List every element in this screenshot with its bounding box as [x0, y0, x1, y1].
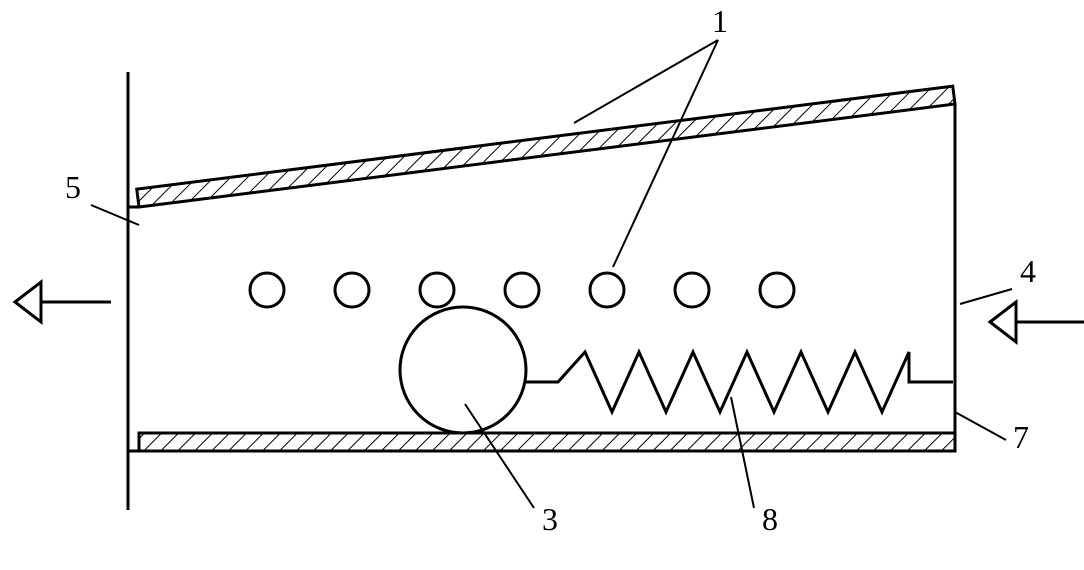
leader-7 — [955, 412, 1006, 440]
label-8: 8 — [762, 501, 778, 537]
arrow-in-head — [990, 302, 1016, 342]
spring — [526, 352, 953, 412]
small-ball-4 — [505, 273, 539, 307]
leader-1a — [574, 40, 718, 123]
small-ball-5 — [590, 273, 624, 307]
small-ball-7 — [760, 273, 794, 307]
label-7: 7 — [1013, 419, 1029, 455]
small-ball-3 — [420, 273, 454, 307]
leader-4 — [960, 289, 1012, 304]
duct-top-wall — [137, 86, 955, 207]
label-1: 1 — [712, 3, 728, 39]
small-ball-1 — [250, 273, 284, 307]
big-ball — [400, 307, 526, 433]
arrow-out-head — [15, 282, 41, 322]
duct-bottom-wall — [139, 433, 955, 451]
leader-1b — [613, 40, 718, 267]
small-ball-2 — [335, 273, 369, 307]
label-5: 5 — [65, 169, 81, 205]
small-ball-6 — [675, 273, 709, 307]
label-3: 3 — [542, 501, 558, 537]
label-4: 4 — [1020, 253, 1036, 289]
